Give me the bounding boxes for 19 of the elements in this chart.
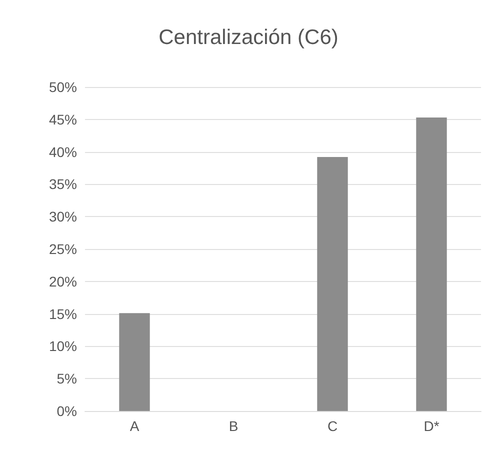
y-tick-label: 45% bbox=[48, 111, 77, 128]
y-tick-label: 30% bbox=[48, 208, 77, 225]
chart-title: Centralización (C6) bbox=[158, 26, 338, 49]
x-tick-label: C bbox=[327, 418, 338, 434]
y-tick-label: 5% bbox=[56, 370, 77, 387]
y-tick-label: 35% bbox=[48, 176, 77, 192]
y-tick-label: 20% bbox=[48, 273, 77, 290]
y-tick-label: 25% bbox=[48, 241, 77, 257]
y-tick-label: 10% bbox=[48, 338, 77, 354]
y-tick-label: 50% bbox=[48, 79, 77, 95]
x-tick-label: A bbox=[130, 418, 140, 434]
y-tick-label: 0% bbox=[56, 403, 77, 419]
x-tick-label: D* bbox=[424, 418, 440, 434]
bar bbox=[119, 313, 150, 411]
bar bbox=[317, 156, 348, 411]
x-tick-label: B bbox=[228, 418, 238, 434]
y-tick-label: 15% bbox=[48, 306, 77, 322]
bar bbox=[416, 117, 447, 411]
y-tick-label: 40% bbox=[48, 144, 77, 160]
